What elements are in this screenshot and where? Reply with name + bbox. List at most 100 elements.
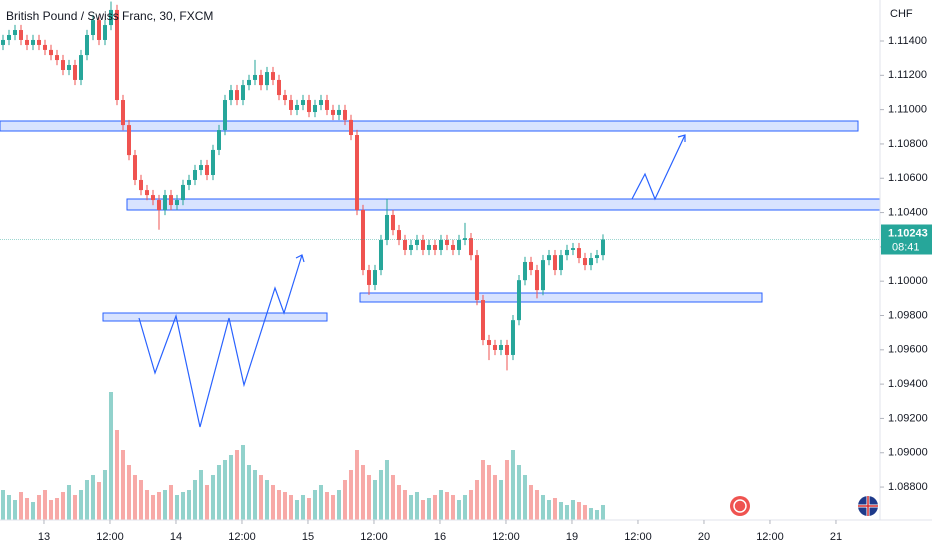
volume-bar	[246, 465, 251, 520]
candle-body	[600, 239, 605, 256]
volume-bar	[384, 460, 389, 520]
volume-bar	[600, 505, 605, 520]
volume-bar	[132, 475, 137, 520]
volume-bar	[240, 445, 245, 520]
candle-body	[360, 209, 365, 271]
volume-bar	[306, 498, 311, 520]
volume-bar	[162, 490, 167, 520]
x-tick-label: 13	[38, 531, 50, 543]
volume-bar	[276, 490, 281, 520]
volume-bar	[288, 495, 293, 520]
candle-body	[96, 20, 101, 40]
volume-bar	[354, 450, 359, 520]
volume-bar	[510, 450, 515, 520]
y-tick-label: 1.10000	[888, 275, 928, 287]
candle-body	[84, 34, 89, 56]
volume-bar	[234, 450, 239, 520]
candle-body	[534, 270, 539, 291]
volume-bar	[54, 498, 59, 520]
candle-body	[456, 240, 461, 250]
candle-body	[486, 340, 491, 346]
volume-bar	[540, 495, 545, 520]
candle-body	[30, 39, 35, 45]
candle-body	[60, 60, 65, 70]
candle-body	[78, 55, 83, 80]
event-icon-inner	[733, 499, 747, 513]
y-tick-label: 1.11400	[888, 35, 927, 47]
volume-bar	[468, 490, 473, 520]
volume-bar	[18, 492, 23, 520]
arrow-head	[295, 254, 305, 263]
volume-bar	[558, 502, 563, 520]
volume-bar	[12, 500, 17, 520]
candle-body	[306, 100, 311, 113]
candle-body	[402, 240, 407, 250]
candle-body	[258, 74, 263, 86]
volume-bar	[594, 510, 599, 520]
volume-bar	[138, 480, 143, 520]
volume-bar	[414, 492, 419, 520]
x-tick-label: 12:00	[228, 531, 256, 543]
volume-bar	[450, 495, 455, 520]
chart-title: British Pound / Swiss Franc, 30, FXCM	[6, 9, 213, 23]
volume-bar	[216, 465, 221, 520]
candle-body	[24, 39, 29, 45]
volume-bar	[462, 495, 467, 520]
candle-body	[552, 255, 557, 271]
y-tick-label: 1.09600	[888, 344, 928, 356]
volume-bar	[342, 480, 347, 520]
event-icon[interactable]	[730, 496, 750, 516]
candle-body	[528, 261, 533, 271]
candle-body	[450, 244, 455, 250]
candle-body	[108, 9, 113, 26]
volume-bar	[522, 475, 527, 520]
zone	[359, 292, 763, 303]
volume-bar	[330, 495, 335, 520]
candle-body	[150, 195, 155, 201]
candle-body	[588, 258, 593, 266]
volume-bar	[420, 500, 425, 520]
candle-body	[480, 300, 485, 341]
candle-body	[186, 179, 191, 185]
volume-bar	[378, 470, 383, 520]
projection-path	[138, 254, 303, 428]
candle-body	[198, 165, 203, 171]
x-tick-label: 12:00	[756, 531, 784, 543]
candle-body	[336, 109, 341, 115]
candle-body	[504, 345, 509, 355]
candle-body	[264, 72, 269, 86]
volume-bar	[582, 505, 587, 520]
volume-bar	[282, 492, 287, 520]
candle-body	[432, 244, 437, 250]
candle-body	[114, 9, 119, 101]
volume-bar	[204, 485, 209, 520]
volume-bar	[390, 475, 395, 520]
y-tick-label: 1.09000	[888, 447, 928, 459]
volume-bar	[456, 500, 461, 520]
candle-body	[126, 125, 131, 156]
candle-body	[570, 248, 575, 250]
candle-body	[372, 270, 377, 285]
volume-bar	[192, 480, 197, 520]
volume-bar	[372, 480, 377, 520]
volume-bar	[126, 465, 131, 520]
volume-bar	[444, 492, 449, 520]
candle-body	[162, 195, 167, 210]
volume-bar	[528, 485, 533, 520]
candle-body	[168, 195, 173, 206]
volume-bar	[114, 430, 119, 520]
candle-body	[120, 100, 125, 126]
candle-body	[540, 260, 545, 291]
volume-bar	[360, 465, 365, 520]
candle-body	[138, 179, 143, 191]
volume-bar	[186, 490, 191, 520]
candle-body	[156, 200, 161, 210]
candle-body	[0, 39, 5, 45]
zone	[102, 312, 328, 322]
volume-bar	[30, 502, 35, 520]
y-tick-label: 1.09400	[888, 378, 928, 390]
volume-bar	[534, 490, 539, 520]
candle-body	[582, 258, 587, 266]
